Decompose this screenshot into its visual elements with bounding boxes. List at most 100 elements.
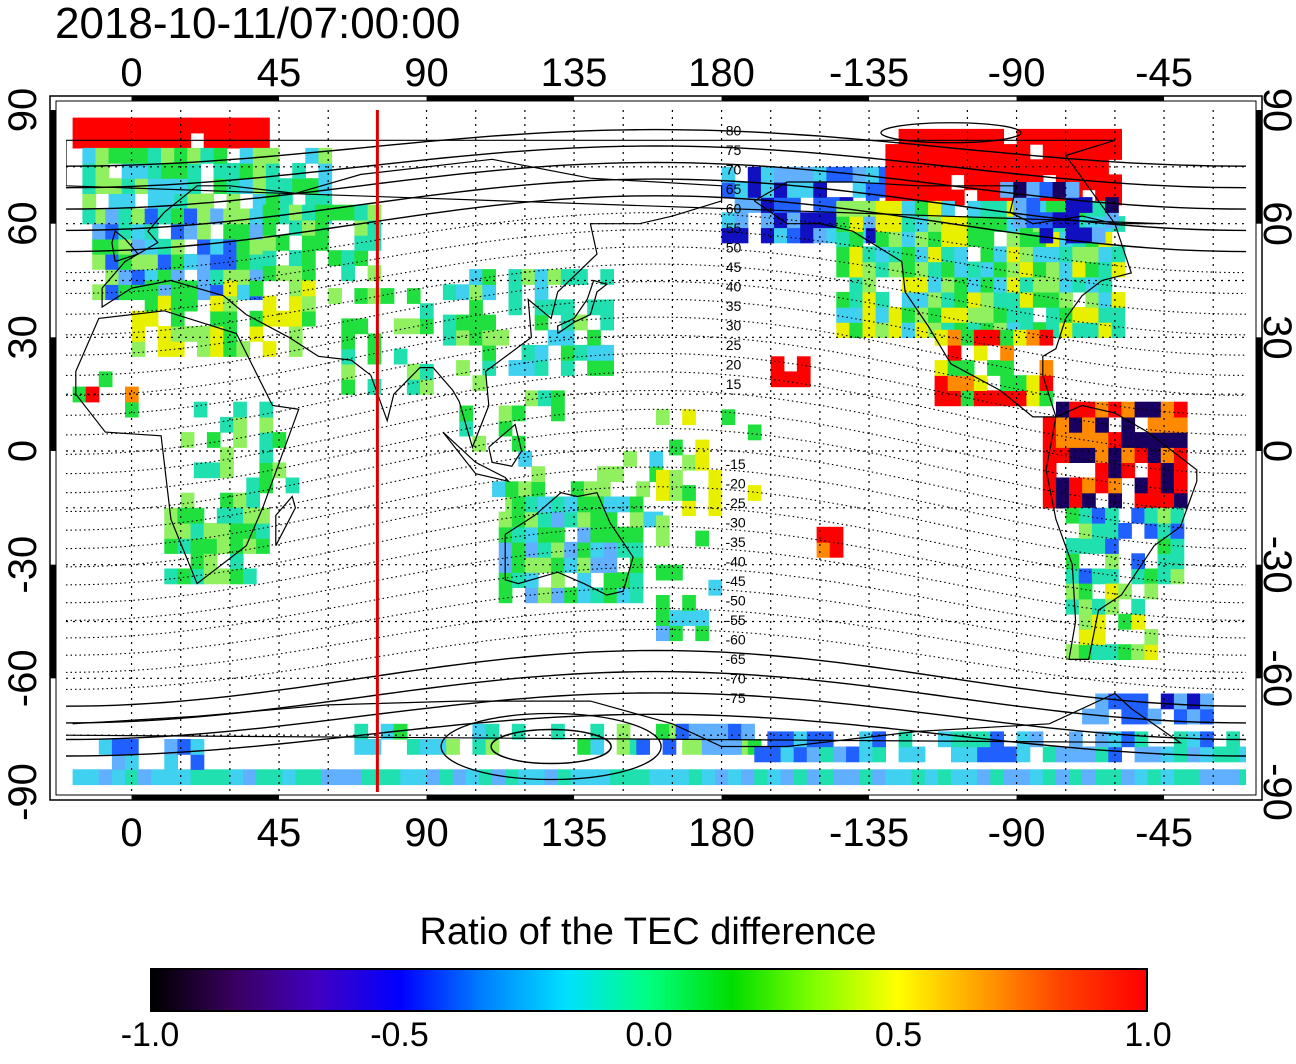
tec-cell: [875, 246, 890, 263]
tec-cell: [603, 541, 618, 558]
tec-cell: [1160, 769, 1175, 786]
magnetic-lat-label: 20: [726, 357, 742, 373]
magnetic-lat-label: -60: [725, 632, 745, 648]
tec-cell: [800, 166, 814, 183]
tec-cell: [406, 288, 421, 304]
tec-cell: [131, 238, 146, 255]
tec-cell: [387, 769, 401, 786]
tec-cell: [246, 477, 260, 494]
tec-cell: [161, 178, 175, 194]
tec-cell: [1059, 261, 1073, 278]
tec-cell: [1085, 261, 1100, 278]
tec-cell: [1016, 128, 1031, 145]
tec-cell: [190, 538, 205, 554]
frame-band: [426, 795, 575, 800]
tec-cell: [793, 731, 808, 748]
tec-cell: [898, 731, 913, 748]
tec-cell: [187, 147, 201, 164]
tec-cell: [1042, 746, 1057, 763]
tec-cell: [954, 276, 968, 293]
tec-cell: [885, 144, 900, 160]
tec-cell: [1046, 246, 1060, 263]
tec-cell: [282, 769, 296, 786]
tec-cell: [787, 227, 801, 244]
tec-cell: [826, 166, 841, 183]
tec-cell: [1091, 598, 1106, 615]
tec-cell: [675, 723, 690, 740]
coastline: [488, 423, 523, 467]
tec-cell: [560, 314, 575, 331]
tec-cell: [249, 326, 264, 342]
tec-cell: [1069, 128, 1083, 145]
tec-cell: [442, 314, 457, 331]
top-lon-label: -45: [1135, 51, 1193, 95]
tec-cell: [203, 523, 218, 539]
tec-cell: [1055, 416, 1070, 433]
magnetic-contour: [66, 229, 1246, 295]
tec-cell: [616, 739, 631, 755]
magnetic-lat-label: -70: [725, 671, 745, 687]
tec-cell: [82, 208, 97, 225]
tec-cell: [574, 314, 588, 331]
tec-cell: [538, 557, 552, 573]
tec-cell: [203, 117, 218, 134]
tec-cell: [1121, 401, 1136, 418]
tec-cell: [98, 769, 113, 786]
tec-cell: [459, 405, 473, 422]
tec-cell: [190, 739, 205, 755]
tec-cell: [492, 481, 506, 498]
tec-cell: [229, 507, 244, 524]
tec-cell: [1147, 492, 1162, 509]
tec-cell: [1055, 746, 1070, 763]
tec-cell: [1026, 197, 1041, 213]
tec-cell: [551, 496, 565, 513]
tec-cell: [560, 360, 575, 376]
tec-cell: [1042, 462, 1057, 479]
tec-cell: [288, 280, 303, 297]
tec-cell: [190, 523, 205, 539]
tec-cell: [911, 769, 926, 786]
tec-cell: [898, 144, 913, 160]
tec-cell: [954, 246, 968, 263]
tec-cell: [951, 731, 965, 748]
tec-cell: [524, 496, 539, 513]
tec-cell: [531, 769, 546, 786]
tec-cell: [1019, 307, 1034, 323]
magnetic-lat-label: 80: [726, 123, 742, 139]
tec-cell: [1187, 746, 1201, 763]
tec-cell: [1095, 432, 1109, 448]
tec-cell: [977, 746, 991, 763]
tec-cell: [223, 295, 237, 312]
tec-cell: [1170, 568, 1185, 585]
tec-cell: [888, 200, 903, 217]
tec-cell: [511, 541, 526, 558]
tec-cell: [836, 246, 850, 263]
tec-cell: [1095, 462, 1109, 479]
tec-cell: [875, 261, 890, 278]
tec-cell: [147, 178, 162, 194]
colorbar-tick-label: -0.5: [370, 1016, 429, 1054]
tec-cell: [1160, 492, 1175, 509]
tec-cell: [177, 739, 192, 755]
tec-cell: [928, 291, 942, 308]
frame-band: [1016, 795, 1165, 800]
tec-cell: [954, 231, 968, 247]
tec-cell: [223, 280, 237, 297]
magnetic-lat-label: 45: [726, 259, 742, 275]
tec-cell: [1019, 291, 1034, 308]
tec-cell: [393, 723, 408, 740]
coastline: [753, 181, 1133, 418]
tec-cell: [131, 254, 146, 270]
tec-cell: [993, 200, 1008, 217]
tec-cell: [964, 769, 978, 786]
tec-cell: [1055, 159, 1070, 176]
tec-cell: [1013, 375, 1027, 391]
tec-cell: [941, 246, 955, 263]
tec-cell: [492, 769, 506, 786]
tec-cell: [498, 587, 513, 604]
tec-cell: [1006, 291, 1021, 308]
tec-cell: [262, 235, 277, 251]
tec-cell: [600, 269, 614, 285]
tec-cell: [134, 147, 149, 164]
tec-cell: [1173, 432, 1188, 448]
